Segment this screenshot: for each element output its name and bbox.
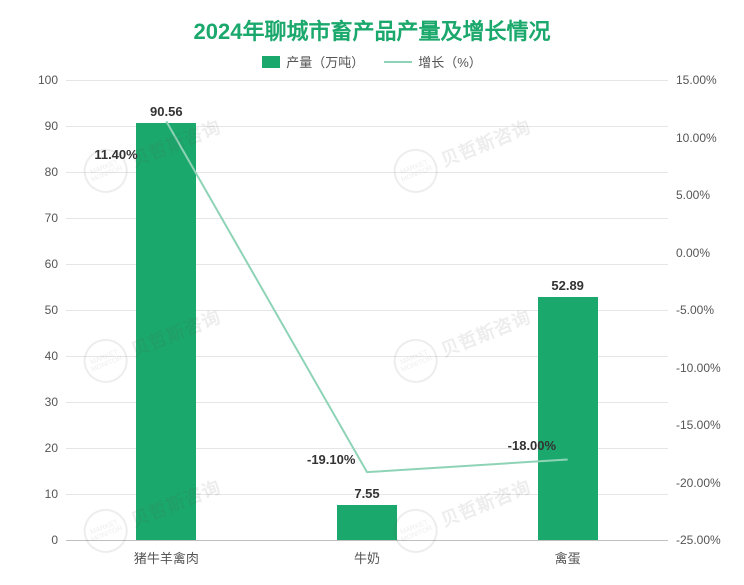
legend-item: 增长（%） xyxy=(384,52,482,71)
y-right-tick: -15.00% xyxy=(668,418,721,432)
growth-line xyxy=(66,80,668,540)
y-left-tick: 10 xyxy=(45,487,66,501)
y-left-tick: 50 xyxy=(45,303,66,317)
y-right-tick: 10.00% xyxy=(668,131,717,145)
legend-label: 增长（%） xyxy=(418,52,482,71)
legend-swatch-bar xyxy=(262,56,280,68)
x-tick: 禽蛋 xyxy=(555,540,581,567)
legend: 产量（万吨） 增长（%） xyxy=(0,52,744,71)
x-tick: 猪牛羊禽肉 xyxy=(134,540,199,567)
plot-area: 0102030405060708090100-25.00%-20.00%-15.… xyxy=(66,80,668,540)
y-left-tick: 80 xyxy=(45,165,66,179)
y-left-tick: 100 xyxy=(38,73,66,87)
legend-label: 产量（万吨） xyxy=(286,52,364,71)
chart-container: 2024年聊城市畜产品产量及增长情况 产量（万吨）增长（%） 010203040… xyxy=(0,0,744,585)
legend-item: 产量（万吨） xyxy=(262,52,364,71)
y-right-tick: -5.00% xyxy=(668,303,714,317)
legend-swatch-line xyxy=(384,61,412,63)
line-value-label: -19.10% xyxy=(307,452,355,467)
y-right-tick: -25.00% xyxy=(668,533,721,547)
y-right-tick: -20.00% xyxy=(668,476,721,490)
y-right-tick: 5.00% xyxy=(668,188,710,202)
y-left-tick: 60 xyxy=(45,257,66,271)
y-right-tick: 15.00% xyxy=(668,73,717,87)
y-left-tick: 40 xyxy=(45,349,66,363)
y-right-tick: -10.00% xyxy=(668,361,721,375)
y-left-tick: 20 xyxy=(45,441,66,455)
line-value-label: 11.40% xyxy=(94,147,137,162)
y-left-tick: 90 xyxy=(45,119,66,133)
y-left-tick: 70 xyxy=(45,211,66,225)
y-right-tick: 0.00% xyxy=(668,246,710,260)
chart-title: 2024年聊城市畜产品产量及增长情况 xyxy=(0,14,744,46)
y-left-tick: 0 xyxy=(51,533,66,547)
x-tick: 牛奶 xyxy=(354,540,380,567)
line-value-label: -18.00% xyxy=(508,438,556,453)
y-left-tick: 30 xyxy=(45,395,66,409)
